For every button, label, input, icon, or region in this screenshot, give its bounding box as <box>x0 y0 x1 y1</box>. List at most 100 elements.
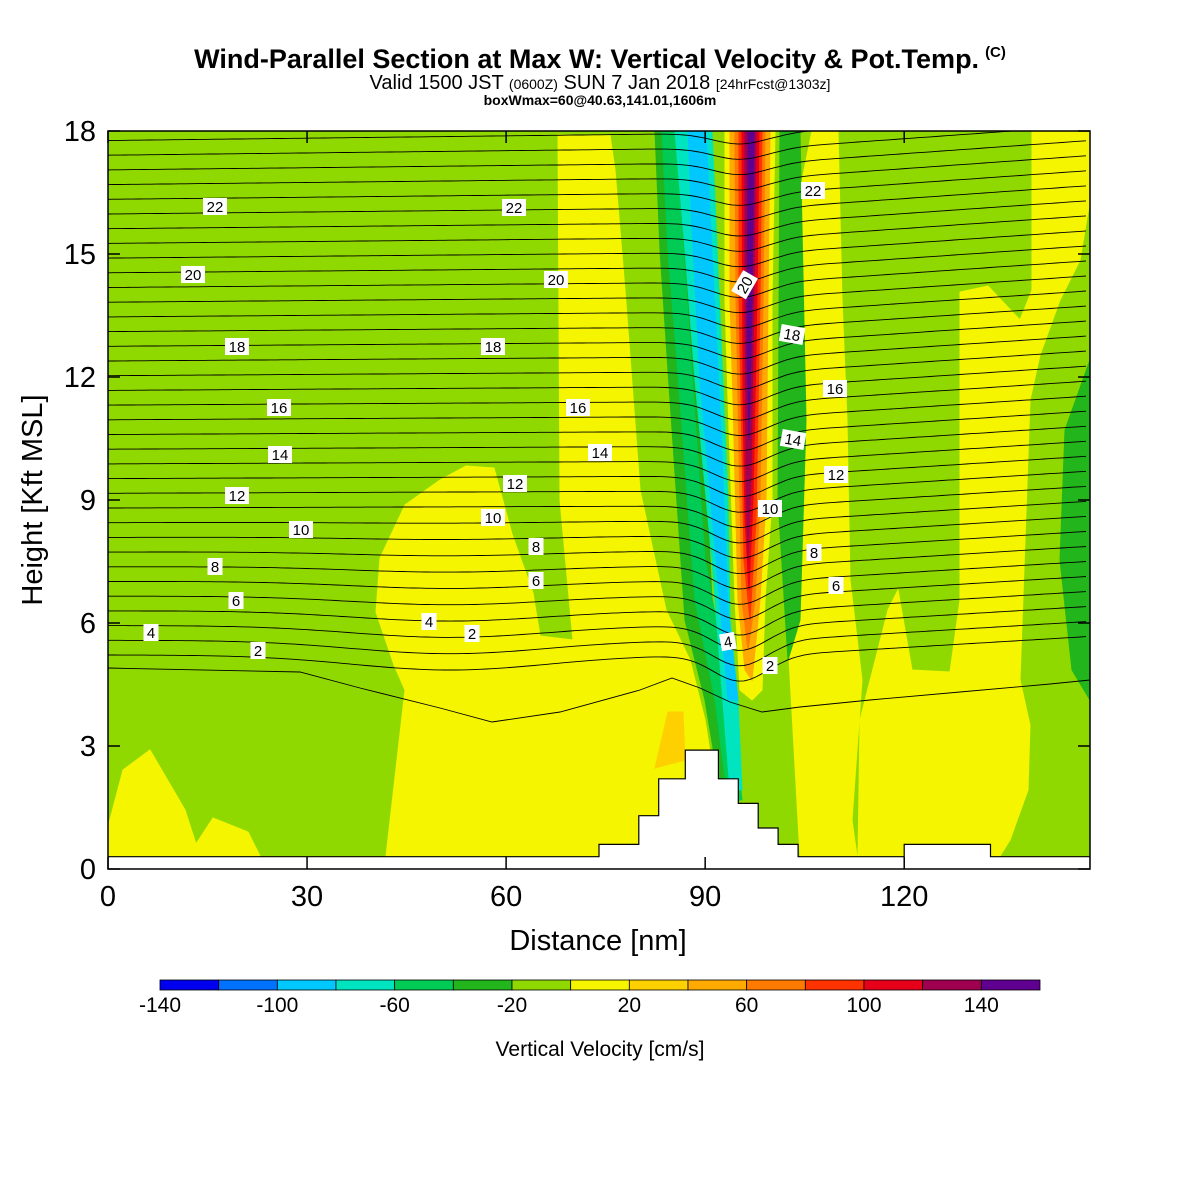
colorbar-swatch <box>511 979 572 991</box>
contour-label-box <box>828 577 844 594</box>
contour-label: 8 <box>528 538 544 556</box>
theta-contour <box>108 546 1087 590</box>
theta-contour <box>108 230 1087 268</box>
colorbar-label: Vertical Velocity [cm/s] <box>496 1038 705 1061</box>
contour-label-box <box>289 521 313 538</box>
contour-label-box <box>225 487 249 504</box>
chart-title-text: Wind-Parallel Section at Max W: Vertical… <box>194 44 980 74</box>
contour-label-text: 6 <box>232 593 240 610</box>
contour-label: 2 <box>762 657 778 675</box>
contour-label-text: 4 <box>723 633 734 651</box>
colorbar-tick-label: 20 <box>618 994 641 1017</box>
valid-date-text: SUN 7 Jan 2018 <box>563 72 711 94</box>
contour-label-text: 4 <box>425 614 433 631</box>
contour-label-text: 12 <box>229 488 246 505</box>
colorbar-tick-label: -20 <box>497 994 527 1017</box>
y-tick-label: 18 <box>64 116 96 148</box>
contour-label-box <box>719 631 737 652</box>
y-tick-label: 12 <box>64 362 96 394</box>
contour-label-box <box>268 446 292 463</box>
colorbar-swatch <box>452 979 513 991</box>
contour-label-box <box>544 271 568 288</box>
terrain <box>108 749 1090 869</box>
contour-label-box <box>228 592 244 609</box>
theta-contour <box>108 621 1087 667</box>
contour-label: 22 <box>203 198 227 216</box>
theta-contour <box>108 636 1087 682</box>
box-info-line: boxWmax=60@40.63,141.01,1606m <box>483 92 717 108</box>
contour-label-box <box>267 399 291 416</box>
contour-label-box <box>824 466 848 483</box>
theta-contour <box>108 410 1087 452</box>
terrain-profile <box>108 749 1090 869</box>
theta-contour <box>108 365 1087 406</box>
theta-contour <box>108 215 1087 252</box>
contour-label-box <box>207 558 223 575</box>
colorbar-swatch <box>804 979 865 991</box>
theta-contour <box>108 245 1087 283</box>
contour-label-text: 12 <box>507 476 524 493</box>
theta-contour <box>108 155 1087 191</box>
contour-label-text: 20 <box>548 272 565 289</box>
contour-label-text: 22 <box>207 199 224 216</box>
theta-contour <box>108 290 1087 329</box>
contour-label-text: 18 <box>485 339 502 356</box>
contour-label-text: 10 <box>293 522 310 539</box>
chart-title: Wind-Parallel Section at Max W: Vertical… <box>0 44 1200 75</box>
contour-label-text: 2 <box>254 643 262 660</box>
contour-label-text: 12 <box>828 467 845 484</box>
contour-label: 10 <box>481 509 505 527</box>
theta-contour <box>108 591 1087 636</box>
forecast-info-text: [24hrFcst@1303z] <box>715 76 831 92</box>
colorbar-swatch <box>335 979 396 991</box>
colorbar-swatch <box>980 979 1041 991</box>
contour-label: 14 <box>779 429 807 450</box>
theta-contour-lowest <box>108 667 1090 723</box>
contour-label-box <box>806 544 822 561</box>
contour-label-text: 16 <box>271 400 288 417</box>
colorbar-swatch <box>922 979 982 991</box>
x-tick-label: 60 <box>490 881 522 913</box>
contour-label: 20 <box>181 266 205 284</box>
contour-label: 4 <box>143 624 159 642</box>
contour-label: 4 <box>719 631 737 652</box>
contour-label-text: 16 <box>570 400 587 417</box>
contour-label-box <box>762 657 778 674</box>
colorbar-swatch <box>746 979 806 991</box>
contour-label-box <box>464 625 480 642</box>
colorbar-swatch <box>687 979 748 991</box>
contour-label: 10 <box>289 521 313 539</box>
theta-contour <box>108 440 1087 482</box>
contour-label-box <box>502 199 526 216</box>
colorbar-swatch <box>394 979 454 991</box>
colorbar-tick-label: 140 <box>964 994 999 1017</box>
colorbar-tick-label: -60 <box>379 994 409 1017</box>
contour-label: 2 <box>464 625 480 643</box>
contour-label: 22 <box>502 199 526 217</box>
contour-label-text: 20 <box>734 274 757 297</box>
colorbar-tick-label: 100 <box>846 994 881 1017</box>
contour-label: 12 <box>225 487 249 505</box>
contour-label-text: 4 <box>147 625 155 642</box>
theta-contour <box>108 576 1087 621</box>
contour-label: 18 <box>481 338 505 356</box>
contour-label-box <box>528 538 544 555</box>
contour-label: 6 <box>828 577 844 595</box>
valid-time-text: Valid 1500 JST <box>369 72 504 94</box>
contour-label-text: 22 <box>805 183 822 200</box>
theta-contour <box>108 395 1087 436</box>
contour-label-box <box>481 509 505 526</box>
contour-label-text: 14 <box>592 445 609 462</box>
axes: 0 30 60 90 120 0 3 6 9 12 15 18 <box>64 116 1090 913</box>
contour-label-box <box>801 182 825 199</box>
contour-label-text: 10 <box>485 510 502 527</box>
contour-label-box <box>758 500 782 517</box>
contour-label-box <box>225 338 249 355</box>
contour-label-text: 20 <box>185 267 202 284</box>
theta-contour <box>108 335 1087 375</box>
colorbar-swatch <box>276 979 337 991</box>
x-tick-label: 90 <box>689 881 721 913</box>
valid-time-line: Valid 1500 JST (0600Z) SUN 7 Jan 2018 [2… <box>0 72 1200 95</box>
contour-label-box <box>823 380 847 397</box>
